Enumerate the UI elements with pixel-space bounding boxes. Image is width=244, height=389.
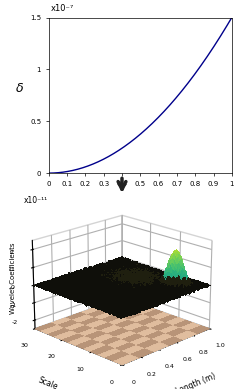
Text: Wavelet Coefficients: Wavelet Coefficients <box>10 242 16 314</box>
Y-axis label: Scale: Scale <box>37 376 60 389</box>
Text: x10⁻⁷: x10⁻⁷ <box>51 4 74 13</box>
Y-axis label: δ: δ <box>16 82 23 95</box>
Text: x10⁻¹¹: x10⁻¹¹ <box>24 196 48 205</box>
X-axis label: Length (m): Length (m) <box>175 372 217 389</box>
